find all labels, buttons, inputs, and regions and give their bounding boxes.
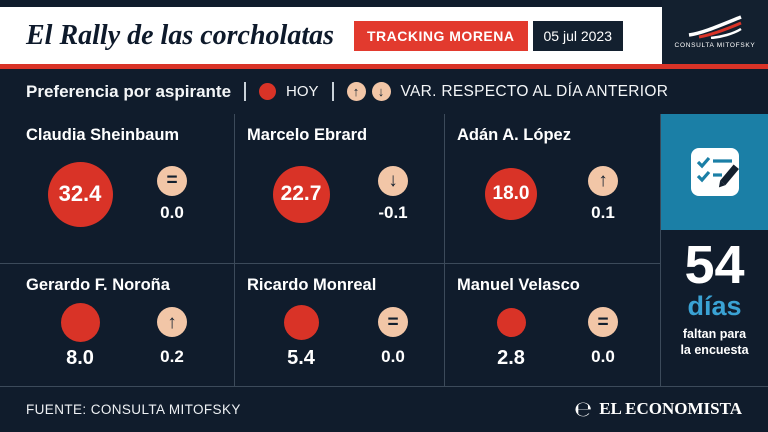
preference-value: 18.0 (492, 183, 530, 204)
trend-icon: = (157, 165, 187, 196)
preference-circle (283, 304, 319, 340)
preference-value: 5.4 (287, 347, 315, 369)
survey-icon-box (661, 114, 768, 230)
trend-icon: ↑ (157, 307, 187, 337)
up-arrow-icon: ↑ (346, 82, 366, 101)
mitofsky-logo-text: CONSULTA MITOFSKY (674, 42, 756, 49)
mitofsky-logo: CONSULTA MITOFSKY (662, 0, 768, 64)
countdown-caption: faltan para la encuesta (680, 326, 749, 357)
variation-label: VAR. RESPECTO AL DÍA ANTERIOR (400, 82, 669, 100)
candidates-grid: Claudia Sheinbaum 32.4 = 0.0 Marcelo Ebr… (0, 114, 768, 386)
trend-icon: = (378, 307, 408, 337)
economista-logo: ℮ EL ECONOMISTA (574, 397, 742, 421)
variation-value: 0.0 (160, 202, 184, 222)
economista-wordmark: EL ECONOMISTA (599, 399, 742, 418)
date-label: 05 jul 2023 (532, 20, 624, 51)
footer: FUENTE: CONSULTA MITOFSKY ℮ EL ECONOMIST… (0, 386, 768, 431)
title-band: El Rally de las corcholatas TRACKING MOR… (0, 7, 662, 64)
preference-value: 32.4 (58, 181, 102, 206)
candidate-name: Ricardo Monreal (247, 276, 377, 294)
trend-icon: ↑ (588, 165, 618, 196)
page-title: El Rally de las corcholatas (26, 19, 334, 51)
countdown-number: 54 (684, 235, 745, 295)
variation-value: -0.1 (378, 202, 408, 222)
legend: Preferencia por aspirante HOY ↑ ↓ VAR. R… (0, 69, 768, 114)
candidate-name: Manuel Velasco (457, 276, 580, 294)
separator (244, 82, 247, 101)
candidate-name: Adán A. López (457, 126, 571, 144)
preference-value: 8.0 (66, 347, 94, 369)
variation-value: 0.1 (591, 202, 615, 222)
economista-mark-icon: ℮ (574, 397, 593, 421)
source-label: FUENTE: CONSULTA MITOFSKY (26, 401, 241, 417)
today-label: HOY (286, 83, 319, 100)
candidate-card: Adán A. López 18.0 ↑ 0.1 (445, 114, 660, 264)
header: El Rally de las corcholatas TRACKING MOR… (0, 0, 768, 64)
candidate-name: Claudia Sheinbaum (26, 126, 180, 144)
legend-title: Preferencia por aspirante (26, 81, 232, 101)
candidate-name: Gerardo F. Noroña (26, 276, 170, 294)
preference-circle (60, 302, 100, 342)
survey-checklist-icon (690, 148, 739, 196)
variation-value: 0.0 (381, 347, 405, 366)
mitofsky-swoosh-icon (688, 15, 742, 39)
trend-icon: ↓ (378, 165, 408, 196)
separator (331, 82, 334, 101)
preference-value: 22.7 (280, 182, 322, 205)
candidate-card: Gerardo F. Noroña 8.0 ↑ 0.2 (0, 264, 235, 386)
variation-value: 0.2 (160, 347, 184, 366)
candidate-card: Claudia Sheinbaum 32.4 = 0.0 (0, 114, 235, 264)
preference-circle: 32.4 (47, 161, 113, 227)
candidate-card: Marcelo Ebrard 22.7 ↓ -0.1 (235, 114, 445, 264)
countdown-unit: días (687, 291, 742, 321)
candidate-card: Manuel Velasco 2.8 = 0.0 (445, 264, 660, 386)
tracking-badge: TRACKING MORENA (354, 20, 528, 51)
red-divider (0, 64, 768, 69)
variation-value: 0.0 (591, 347, 615, 366)
candidate-card: Ricardo Monreal 5.4 = 0.0 (235, 264, 445, 386)
countdown-sidebar: 54 días faltan para la encuesta (660, 114, 768, 386)
trend-icon: = (588, 307, 618, 337)
candidate-name: Marcelo Ebrard (247, 126, 368, 144)
preference-circle: 22.7 (272, 165, 330, 223)
preference-circle (496, 307, 526, 337)
today-dot-icon (259, 83, 277, 100)
down-arrow-icon: ↓ (371, 82, 391, 101)
preference-circle: 18.0 (485, 168, 537, 220)
preference-value: 2.8 (497, 347, 525, 369)
